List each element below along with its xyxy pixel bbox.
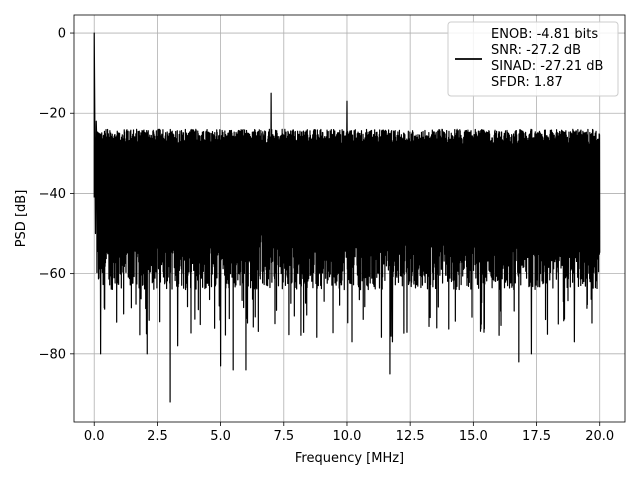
legend-sfdr: SFDR: 1.87 (491, 75, 563, 90)
x-tick-label: 10.0 (332, 429, 361, 444)
x-axis-label: Frequency [MHz] (295, 451, 404, 466)
legend-sinad: SINAD: -27.21 dB (491, 59, 603, 74)
y-axis-ticks: 0 −20 −40 −60 −80 (39, 27, 74, 362)
x-tick-label: 17.5 (522, 429, 551, 444)
y-tick-label: −80 (39, 347, 66, 362)
x-tick-label: 5.0 (210, 429, 231, 444)
psd-series (93, 32, 601, 403)
y-tick-label: −20 (39, 107, 66, 122)
legend-box (447, 21, 619, 97)
y-tick-label: 0 (58, 27, 66, 42)
legend-snr: SNR: -27.2 dB (491, 43, 581, 58)
x-tick-label: 12.5 (396, 429, 425, 444)
x-tick-label: 0.0 (84, 429, 105, 444)
x-tick-label: 20.0 (585, 429, 614, 444)
y-tick-label: −60 (39, 267, 66, 282)
x-tick-label: 2.5 (147, 429, 168, 444)
x-tick-label: 15.0 (459, 429, 488, 444)
x-tick-label: 7.5 (273, 429, 294, 444)
legend: ENOB: -4.81 bits SNR: -27.2 dB SINAD: -2… (447, 21, 619, 97)
y-tick-label: −40 (39, 187, 66, 202)
y-axis-label: PSD [dB] (14, 190, 29, 248)
legend-enob: ENOB: -4.81 bits (491, 27, 598, 42)
axes-frame (73, 14, 626, 423)
x-axis-ticks: 0.0 2.5 5.0 7.5 10.0 12.5 15.0 17.5 20.0 (84, 422, 614, 444)
psd-line (93, 32, 601, 403)
